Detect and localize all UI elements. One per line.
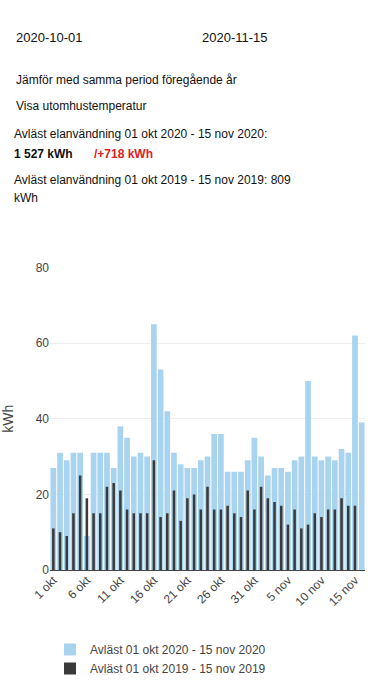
svg-text:80: 80: [36, 261, 50, 275]
svg-text:Avläst elanvändning 01 okt 201: Avläst elanvändning 01 okt 2019 - 15 nov…: [14, 173, 291, 187]
svg-text:2020-10-01: 2020-10-01: [16, 30, 83, 45]
svg-text:kWh: kWh: [0, 405, 16, 433]
svg-text:Avläst elanvändning 01 okt 202: Avläst elanvändning 01 okt 2020 - 15 nov…: [14, 127, 271, 141]
svg-text:16 okt: 16 okt: [127, 573, 160, 606]
svg-text:10 nov: 10 nov: [292, 573, 327, 608]
svg-text:60: 60: [36, 336, 50, 350]
svg-text:5 nov: 5 nov: [264, 573, 295, 604]
svg-text:31 okt: 31 okt: [228, 573, 261, 606]
svg-text:/+718 kWh: /+718 kWh: [94, 147, 153, 161]
svg-text:1 527 kWh: 1 527 kWh: [14, 147, 73, 161]
svg-text:kWh: kWh: [14, 191, 38, 205]
svg-text:20: 20: [36, 488, 50, 502]
svg-text:1 okt: 1 okt: [31, 573, 60, 602]
svg-text:11 okt: 11 okt: [94, 573, 127, 606]
svg-text:6 okt: 6 okt: [65, 573, 94, 602]
svg-text:26 okt: 26 okt: [194, 573, 227, 606]
svg-text:0: 0: [42, 563, 49, 577]
svg-text:15 nov: 15 nov: [326, 573, 361, 608]
svg-text:Jämför med samma period föregå: Jämför med samma period föregående år: [16, 73, 237, 87]
svg-text:40: 40: [36, 412, 50, 426]
svg-text:2020-11-15: 2020-11-15: [202, 30, 268, 45]
svg-text:21 okt: 21 okt: [161, 573, 194, 606]
svg-text:Avläst 01 okt 2020 - 15 nov 20: Avläst 01 okt 2020 - 15 nov 2020: [90, 643, 266, 657]
svg-text:Visa utomhustemperatur: Visa utomhustemperatur: [16, 99, 147, 113]
svg-text:Avläst 01 okt 2019 - 15 nov 20: Avläst 01 okt 2019 - 15 nov 2019: [90, 662, 266, 676]
